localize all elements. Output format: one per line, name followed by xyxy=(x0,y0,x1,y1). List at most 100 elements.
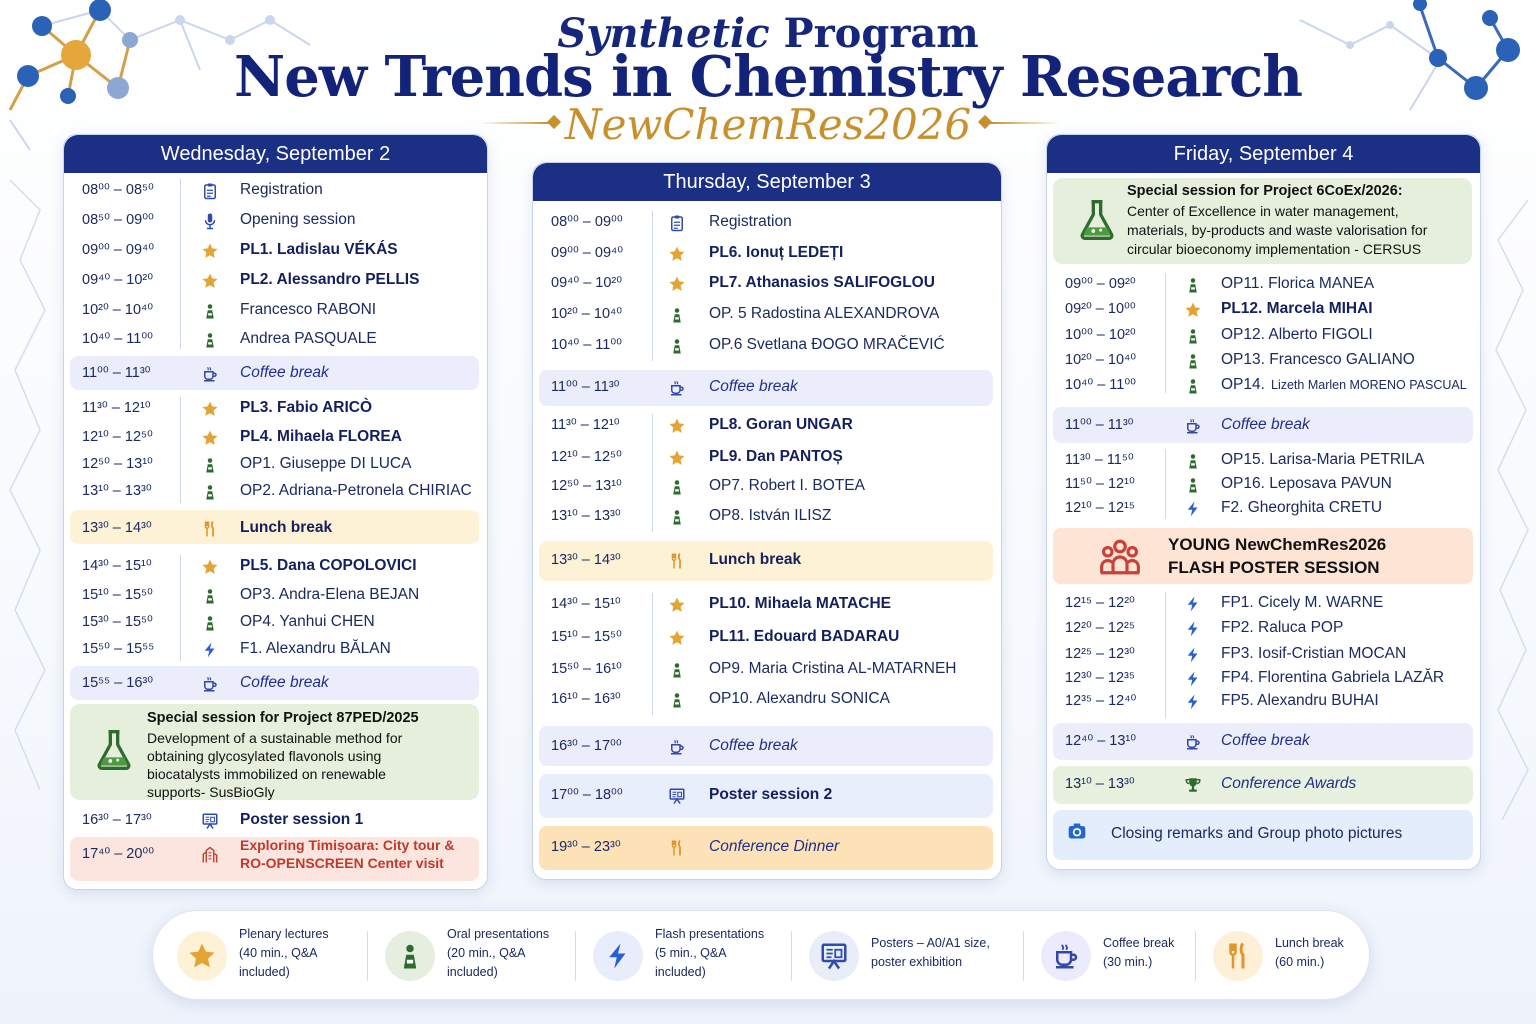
legend-item: Lunch break (60 min.) xyxy=(1213,911,1413,1001)
coffee-icon xyxy=(667,378,687,398)
time-slot: 19³⁰ – 23³⁰ xyxy=(551,839,621,855)
session-label: FP5. Alexandru BUHAI xyxy=(1221,692,1379,709)
poster-icon xyxy=(200,811,220,831)
lunch-band xyxy=(70,510,479,544)
session-label: PL8. Goran UNGAR xyxy=(709,416,853,433)
schedule-row: 12⁵⁰ – 13¹⁰ OP7. Robert I. BOTEA xyxy=(533,475,1001,499)
legend-text-line: Oral presentations xyxy=(447,927,550,941)
star-icon xyxy=(200,557,220,577)
time-slot: 15³⁰ – 15⁵⁰ xyxy=(82,614,153,630)
star-icon xyxy=(200,428,220,448)
time-slot: 15⁵⁵ – 16³⁰ xyxy=(82,675,154,691)
time-slot: 13¹⁰ – 13³⁰ xyxy=(1065,776,1135,792)
session-label: PL5. Dana COPOLOVICI xyxy=(240,557,417,574)
session-label: Exploring Timișoara: City tour & xyxy=(240,837,455,853)
time-slot: 09²⁰ – 10⁰⁰ xyxy=(1065,301,1136,317)
special-session-line: Center of Excellence in water management… xyxy=(1127,203,1399,219)
time-slot: 10⁴⁰ – 11⁰⁰ xyxy=(1065,377,1136,393)
speaker-icon xyxy=(1183,451,1203,471)
legend-text-line: included) xyxy=(447,965,498,979)
session-label: Conference Dinner xyxy=(709,838,840,855)
special-session-line: materials, by-products and waste valoris… xyxy=(1127,222,1428,238)
day-card-thursday: Thursday, September 3 08⁰⁰ – 09⁰⁰ Registr… xyxy=(532,162,1002,880)
poster-band xyxy=(539,774,993,818)
flash-icon xyxy=(1183,692,1203,712)
session-label: OP15. Larisa-Maria PETRILA xyxy=(1221,451,1425,468)
session-label: FP1. Cicely M. WARNE xyxy=(1221,594,1384,611)
flash-icon xyxy=(1183,669,1203,689)
column-divider xyxy=(180,397,181,503)
legend-text-line: Plenary lectures xyxy=(239,927,329,941)
schedule-row: 15¹⁰ – 15⁵⁰ OP3. Andra-Elena BEJAN xyxy=(64,584,487,608)
time-slot: 12³⁰ – 12³⁵ xyxy=(1065,670,1135,686)
schedule-row: 13¹⁰ – 13³⁰ OP2. Adriana-Petronela CHIRIA… xyxy=(64,480,487,504)
schedule-row: 17⁰⁰ – 18⁰⁰ Poster session 2 xyxy=(533,784,1001,808)
session-label: OP3. Andra-Elena BEJAN xyxy=(240,586,420,603)
legend-text-line: (40 min., Q&A xyxy=(239,946,318,960)
schedule-row: 12²⁵ – 12³⁰ FP3. Iosif-Cristian MOCAN xyxy=(1047,643,1480,667)
page-subtitle: NewChemRes2026 xyxy=(564,100,972,149)
legend-item: Flash presentations (5 min., Q&A included) xyxy=(593,911,793,1001)
legend-divider xyxy=(575,931,576,981)
molecule-decoration-left xyxy=(8,0,311,151)
coffee-icon xyxy=(1041,931,1091,981)
session-label: Coffee break xyxy=(1221,732,1310,749)
time-slot: 12²⁰ – 12²⁵ xyxy=(1065,620,1135,636)
speaker-icon xyxy=(1183,275,1203,295)
session-label: OP12. Alberto FIGOLI xyxy=(1221,326,1373,343)
day-header: Friday, September 4 xyxy=(1047,135,1480,173)
legend-item: Coffee break (30 min.) xyxy=(1041,911,1241,1001)
schedule-row: 15⁵⁰ – 16¹⁰ OP9. Maria Cristina AL-MATARN… xyxy=(533,658,1001,682)
session-label: OP. 5 Radostina ALEXANDROVA xyxy=(709,305,940,322)
day-card-friday: Friday, September 4 Special session for … xyxy=(1046,134,1481,870)
legend-item: Posters – A0/A1 size, poster exhibition xyxy=(809,911,1009,1001)
speaker-icon xyxy=(200,455,220,475)
schedule-row: 12¹⁰ – 12⁵⁰ PL4. Mihaela FLOREA xyxy=(64,426,487,450)
flask-icon xyxy=(1075,198,1119,247)
time-slot: 09⁴⁰ – 10²⁰ xyxy=(82,272,154,288)
schedule-row: 11³⁰ – 12¹⁰ PL8. Goran UNGAR xyxy=(533,414,1001,438)
time-slot: 15¹⁰ – 15⁵⁰ xyxy=(82,587,153,603)
session-label: Poster session 2 xyxy=(709,786,833,803)
schedule-row: 12¹⁰ – 12¹⁵ F2. Gheorghita CRETU xyxy=(1047,497,1480,521)
time-slot: 13³⁰ – 14³⁰ xyxy=(551,552,621,568)
session-label: Coffee break xyxy=(709,378,798,395)
coffee-band xyxy=(1053,407,1473,443)
time-slot: 12³⁵ – 12⁴⁰ xyxy=(1065,693,1137,709)
star-icon xyxy=(667,595,687,615)
session-label: Closing remarks and Group photo pictures xyxy=(1111,825,1403,842)
legend-item: Oral presentations (20 min., Q&A included) xyxy=(385,911,585,1001)
session-label: OP13. Francesco GALIANO xyxy=(1221,351,1415,368)
legend-text-line: (60 min.) xyxy=(1275,955,1325,969)
clipboard-icon xyxy=(200,181,220,201)
flash-poster-session-band: YOUNG NewChemRes2026 FLASH POSTER SESSION xyxy=(1053,528,1473,584)
schedule-row: 10⁴⁰ – 11⁰⁰ Andrea PASQUALE xyxy=(64,328,487,352)
schedule-row: 09²⁰ – 10⁰⁰ PL12. Marcela MIHAI xyxy=(1047,298,1480,322)
session-label: PL1. Ladislau VÉKÁS xyxy=(240,241,398,258)
schedule-row: 14³⁰ – 15¹⁰ PL5. Dana COPOLOVICI xyxy=(64,555,487,579)
session-label: OP16. Leposava PAVUN xyxy=(1221,475,1392,492)
schedule-row: 11⁰⁰ – 11³⁰ Coffee break xyxy=(64,362,487,386)
schedule-row: 17⁴⁰ – 20⁰⁰ Exploring Timișoara: City tou… xyxy=(64,837,487,871)
speaker-icon xyxy=(200,482,220,502)
schedule-row: 08⁰⁰ – 08⁵⁰ Registration xyxy=(64,179,487,203)
time-slot: 12⁵⁰ – 13¹⁰ xyxy=(82,456,153,472)
schedule-row: 13¹⁰ – 13³⁰ OP8. István ILISZ xyxy=(533,505,1001,529)
fork-knife-icon xyxy=(1213,931,1263,981)
session-label: Coffee break xyxy=(1221,416,1310,433)
session-label: PL12. Marcela MIHAI xyxy=(1221,300,1373,317)
session-label: PL9. Dan PANTOȘ xyxy=(709,448,843,465)
time-slot: 09⁴⁰ – 10²⁰ xyxy=(551,275,623,291)
time-slot: 10⁰⁰ – 10²⁰ xyxy=(1065,327,1136,343)
session-label: Conference Awards xyxy=(1221,775,1357,792)
time-slot: 11³⁰ – 12¹⁰ xyxy=(82,400,151,416)
session-label-line2: RO-OPENSCREEN Center visit xyxy=(240,855,444,871)
schedule-row: 09⁴⁰ – 10²⁰ PL7. Athanasios SALIFOGLOU xyxy=(533,272,1001,296)
session-label: Andrea PASQUALE xyxy=(240,330,377,347)
session-label: FP3. Iosif-Cristian MOCAN xyxy=(1221,645,1407,662)
microphone-icon xyxy=(200,211,220,231)
legend-text-line: Lunch break xyxy=(1275,936,1344,950)
schedule-row: 13¹⁰ – 13³⁰ Conference Awards xyxy=(1047,773,1480,797)
schedule-row: 11⁰⁰ – 11³⁰ Coffee break xyxy=(1047,414,1480,438)
time-slot: 12¹⁰ – 12⁵⁰ xyxy=(82,429,153,445)
